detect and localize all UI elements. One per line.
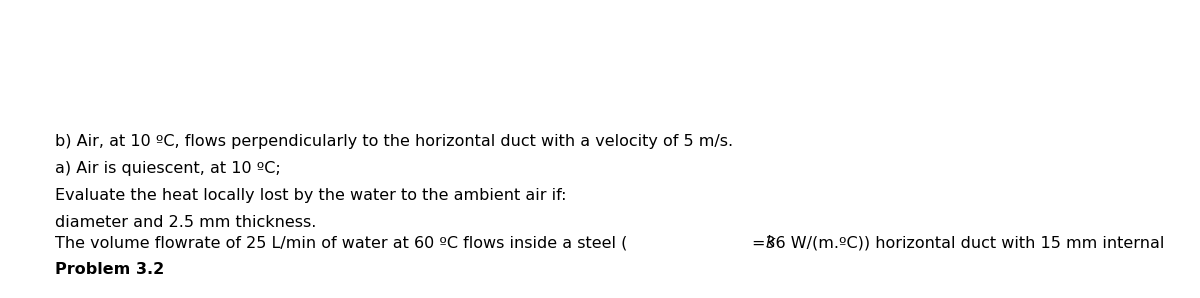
Text: k: k [766, 235, 774, 250]
Text: Evaluate the heat locally lost by the water to the ambient air if:: Evaluate the heat locally lost by the wa… [55, 188, 566, 203]
Text: a) Air is quiescent, at 10 ºC;: a) Air is quiescent, at 10 ºC; [55, 161, 281, 176]
Text: The volume flowrate of 25 L/min of water at 60 ºC flows inside a steel (: The volume flowrate of 25 L/min of water… [55, 235, 628, 250]
Text: diameter and 2.5 mm thickness.: diameter and 2.5 mm thickness. [55, 215, 317, 230]
Text: Problem 3.2: Problem 3.2 [55, 262, 164, 277]
Text: =36 W/(m.ºC)) horizontal duct with 15 mm internal: =36 W/(m.ºC)) horizontal duct with 15 mm… [752, 235, 1164, 250]
Text: b) Air, at 10 ºC, flows perpendicularly to the horizontal duct with a velocity o: b) Air, at 10 ºC, flows perpendicularly … [55, 134, 733, 149]
